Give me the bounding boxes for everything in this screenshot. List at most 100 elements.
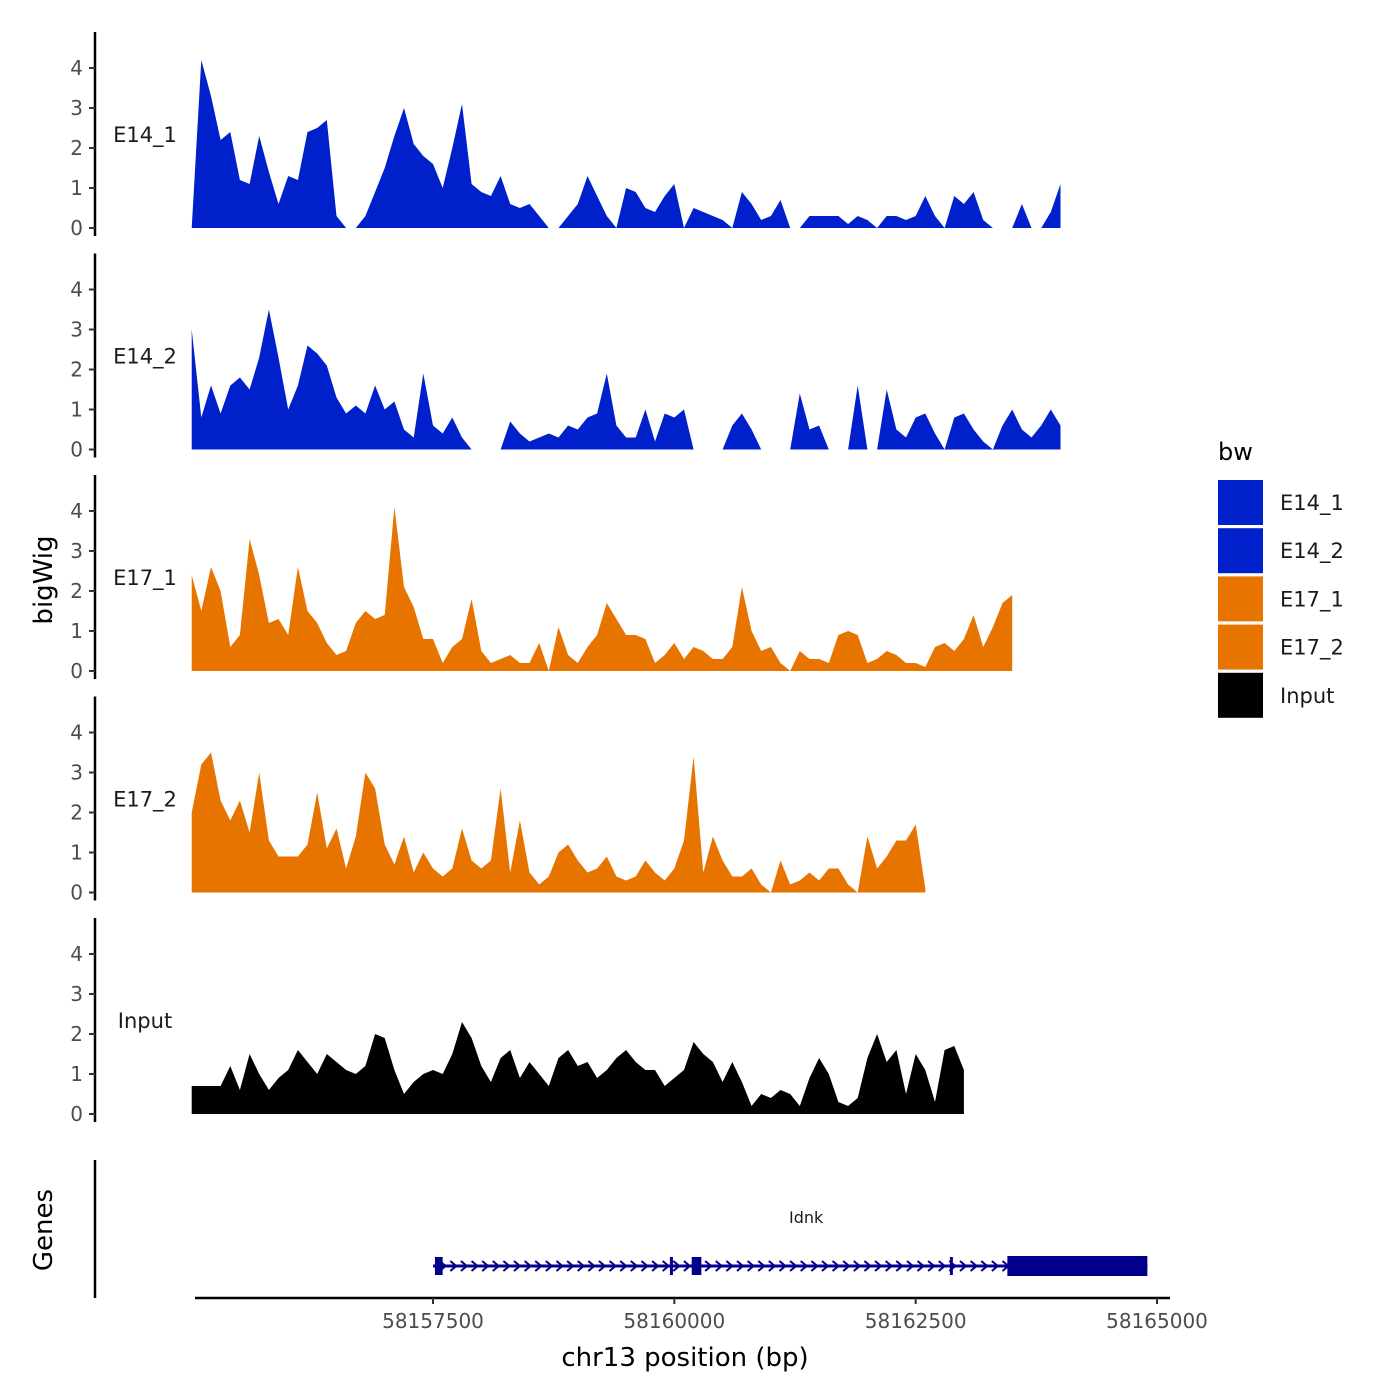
gene-label: Idnk xyxy=(789,1208,824,1227)
track-Input: 0 1 2 3 4 Input xyxy=(70,918,964,1126)
strand-chevron xyxy=(640,1260,649,1272)
legend-label-E17_1: E17_1 xyxy=(1280,587,1344,612)
y-tick-label: 4 xyxy=(70,56,83,80)
x-axis-title: chr13 position (bp) xyxy=(561,1343,808,1373)
strand-chevron xyxy=(884,1260,894,1272)
gene-exon xyxy=(434,1257,443,1275)
legend-swatch-E17_1 xyxy=(1218,576,1263,622)
strand-chevron xyxy=(683,1260,692,1272)
y-tick-label: 1 xyxy=(70,1062,83,1086)
strand-chevron xyxy=(460,1260,469,1272)
strand-chevron xyxy=(470,1260,480,1272)
y-tick-label: 2 xyxy=(70,579,83,603)
strand-chevron xyxy=(821,1260,830,1272)
strand-chevron xyxy=(715,1260,724,1272)
y-tick-label: 2 xyxy=(70,136,83,160)
legend-label-E17_2: E17_2 xyxy=(1280,636,1344,661)
gene-Idnk: Idnk xyxy=(433,1208,1148,1276)
track-label-E17_2: E17_2 xyxy=(113,788,177,813)
strand-chevron xyxy=(736,1260,745,1272)
strand-chevron xyxy=(502,1260,511,1272)
strand-chevron xyxy=(959,1260,968,1272)
strand-chevron xyxy=(895,1260,904,1272)
strand-chevron xyxy=(789,1260,798,1272)
strand-chevron xyxy=(619,1260,628,1272)
y-tick-label: 0 xyxy=(70,659,83,683)
strand-chevron xyxy=(587,1260,596,1272)
y-tick-label: 1 xyxy=(70,398,83,422)
strand-chevron xyxy=(545,1260,554,1272)
y-tick-label: 2 xyxy=(70,358,83,382)
strand-chevron xyxy=(800,1260,809,1272)
strand-chevron xyxy=(768,1260,777,1272)
y-tick-label: 4 xyxy=(70,942,83,966)
strand-chevron xyxy=(810,1260,819,1272)
strand-chevron xyxy=(492,1260,501,1272)
track-label-Input: Input xyxy=(118,1009,172,1033)
legend-swatch-E14_2 xyxy=(1218,528,1263,574)
y-tick-label: 0 xyxy=(70,216,83,240)
y-tick-label: 1 xyxy=(70,841,83,865)
track-E17_2: 0 1 2 3 4 E17_2 xyxy=(70,696,926,905)
strand-chevron xyxy=(555,1260,565,1272)
track-E17_1: 0 1 2 3 4 E17_1 xyxy=(70,475,1013,683)
y-tick-label: 4 xyxy=(70,499,83,523)
strand-chevron xyxy=(853,1260,862,1272)
y-tick-label: 1 xyxy=(70,176,83,200)
strand-chevron xyxy=(608,1260,618,1272)
legend-title: bw xyxy=(1218,438,1253,466)
strand-chevron xyxy=(449,1260,458,1272)
track-label-E14_1: E14_1 xyxy=(113,123,177,148)
strand-chevron xyxy=(938,1260,947,1272)
gene-small-exon xyxy=(949,1257,953,1275)
coverage-tracks: 0 1 2 3 4 E14_1 0 1 2 3 4 E14_2 0 1 2 3 4 E17_1 0 1 2 3 4 E17_2… xyxy=(70,32,1061,1126)
y-tick-label: 3 xyxy=(70,96,83,120)
legend: E14_1 E14_2 E17_1 E17_2 Input xyxy=(1218,480,1344,718)
legend-swatch-E14_1 xyxy=(1218,480,1263,525)
y-tick-label: 3 xyxy=(70,761,83,785)
y-axis-title: bigWig xyxy=(29,535,59,624)
coverage-area-Input xyxy=(191,1022,964,1114)
strand-chevron xyxy=(662,1260,671,1272)
coverage-area-E17_2 xyxy=(191,752,926,893)
strand-chevron xyxy=(991,1260,1000,1272)
strand-chevron xyxy=(481,1260,490,1272)
strand-chevron xyxy=(534,1260,543,1272)
x-tick-label: 58160000 xyxy=(623,1309,725,1333)
y-tick-label: 3 xyxy=(70,982,83,1006)
coverage-area-E14_2 xyxy=(191,309,1061,450)
strand-chevron xyxy=(672,1260,681,1272)
genes-axis-title: Genes xyxy=(29,1189,59,1271)
x-tick-label: 58165000 xyxy=(1106,1309,1208,1333)
strand-chevron xyxy=(630,1260,639,1272)
x-axis: 58157500 58160000 58162500 58165000 xyxy=(195,1296,1208,1333)
strand-chevron xyxy=(725,1260,734,1272)
strand-chevron xyxy=(577,1260,586,1272)
track-E14_2: 0 1 2 3 4 E14_2 xyxy=(70,253,1061,462)
coverage-area-E17_1 xyxy=(191,507,1013,671)
y-tick-label: 0 xyxy=(70,881,83,905)
strand-chevron xyxy=(598,1260,607,1272)
gene-exon xyxy=(1007,1256,1148,1276)
track-E14_1: 0 1 2 3 4 E14_1 xyxy=(70,32,1061,240)
gene-exon xyxy=(691,1257,702,1275)
legend-label-E14_1: E14_1 xyxy=(1280,491,1344,516)
gene-track: Idnk xyxy=(93,1160,1148,1298)
strand-chevron xyxy=(980,1260,989,1272)
strand-chevron xyxy=(842,1260,851,1272)
strand-chevron xyxy=(927,1260,936,1272)
strand-chevron xyxy=(969,1260,979,1272)
legend-swatch-E17_2 xyxy=(1218,624,1263,670)
y-tick-label: 3 xyxy=(70,318,83,342)
y-tick-label: 0 xyxy=(70,438,83,462)
legend-label-Input: Input xyxy=(1280,684,1334,708)
coverage-area-E14_1 xyxy=(191,60,1061,228)
strand-chevron xyxy=(757,1260,766,1272)
strand-chevron xyxy=(513,1260,522,1272)
track-label-E17_1: E17_1 xyxy=(113,566,177,591)
strand-chevron xyxy=(874,1260,883,1272)
track-label-E14_2: E14_2 xyxy=(113,345,177,370)
y-tick-label: 0 xyxy=(70,1102,83,1126)
x-tick-label: 58162500 xyxy=(865,1309,967,1333)
